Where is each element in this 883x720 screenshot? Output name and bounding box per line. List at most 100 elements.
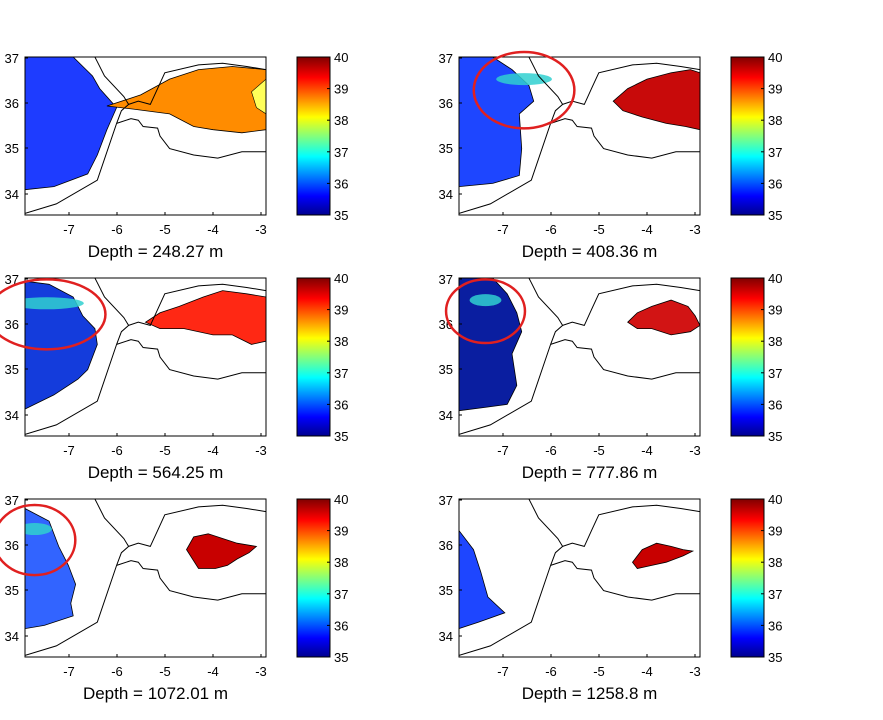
y-tick-label: 37 [5, 493, 19, 508]
x-tick-label: -6 [111, 222, 123, 237]
y-tick-label: 34 [5, 408, 19, 423]
coastline-west [459, 278, 564, 435]
x-tick-label: -5 [159, 222, 171, 237]
map-content [25, 57, 266, 214]
salinity-east-region [186, 533, 258, 569]
axes-frame [24, 498, 267, 658]
colorbar-tick-label: 37 [768, 145, 782, 160]
y-tick-label: 34 [5, 187, 19, 202]
colorbar-tick-label: 37 [768, 366, 782, 381]
y-tick-label: 36 [5, 538, 19, 553]
salinity-cyan-band [25, 297, 84, 310]
colorbar-tick-label: 36 [334, 397, 348, 412]
map-panel: -7 -6 -5 -4 -3 37 36 35 34 Depth = 1258.8 m 40 39 38… [439, 492, 783, 703]
x-tick-label: -3 [255, 443, 267, 458]
axes-frame [458, 277, 701, 437]
colorbar [730, 498, 765, 658]
colorbar-tick-label: 36 [334, 176, 348, 191]
colorbar-tick-label: 40 [768, 271, 782, 286]
y-tick-label: 35 [5, 583, 19, 598]
colorbar-tick-label: 38 [334, 113, 348, 128]
map-content [459, 278, 700, 435]
x-tick-label: -5 [593, 664, 605, 679]
y-tick-label: 35 [439, 362, 453, 377]
y-tick-label: 34 [439, 629, 453, 644]
y-tick-label: 36 [439, 96, 453, 111]
map-panel: -7 -6 -5 -4 -3 37 36 35 34 Depth = 248.27 m 40 39 38… [5, 50, 349, 261]
colorbar-tick-label: 35 [334, 208, 348, 223]
coastline-west [25, 499, 130, 656]
coastline-iberia [562, 504, 700, 547]
x-tick-label: -7 [497, 443, 509, 458]
colorbar-tick-label: 38 [768, 555, 782, 570]
axes-frame [458, 56, 701, 216]
colorbar-tick-label: 37 [334, 587, 348, 602]
colorbar-tick-label: 40 [334, 50, 348, 65]
panel-depth-title: Depth = 564.25 m [88, 463, 224, 482]
y-tick-label: 36 [5, 96, 19, 111]
map-content [25, 278, 266, 435]
y-tick-label: 35 [439, 141, 453, 156]
highlight-ellipse [472, 50, 576, 130]
colorbar [296, 498, 331, 658]
coastline-west [25, 278, 130, 435]
salinity-east-region [144, 290, 266, 345]
x-tick-label: -7 [63, 664, 75, 679]
y-tick-label: 34 [439, 187, 453, 202]
y-tick-label: 36 [5, 317, 19, 332]
coastline-west [459, 499, 564, 656]
x-tick-label: -6 [545, 222, 557, 237]
axes-frame [24, 56, 267, 216]
highlight-ellipse [444, 278, 527, 345]
colorbar-tick-label: 36 [768, 618, 782, 633]
y-tick-label: 36 [439, 317, 453, 332]
panel-depth-title: Depth = 408.36 m [522, 242, 658, 261]
map-panel: -7 -6 -5 -4 -3 37 36 35 34 Depth = 1072.01 m 40 39 3… [0, 492, 348, 703]
x-tick-label: -3 [689, 222, 701, 237]
y-tick-label: 37 [439, 272, 453, 287]
x-tick-label: -3 [689, 664, 701, 679]
colorbar-tick-label: 39 [334, 303, 348, 318]
map-content [25, 499, 266, 656]
y-tick-label: 35 [5, 141, 19, 156]
x-tick-label: -4 [207, 664, 219, 679]
coastline-africa [550, 560, 700, 601]
x-tick-label: -5 [159, 664, 171, 679]
salinity-east-region [627, 299, 700, 336]
coastline-africa [550, 339, 700, 380]
salinity-west-region [459, 278, 523, 412]
colorbar-tick-label: 38 [768, 113, 782, 128]
x-tick-label: -4 [641, 222, 653, 237]
colorbar-tick-label: 37 [334, 145, 348, 160]
salinity-east-accent [251, 78, 266, 115]
colorbar [730, 56, 765, 216]
x-tick-label: -7 [497, 664, 509, 679]
colorbar-tick-label: 37 [334, 366, 348, 381]
x-tick-label: -4 [641, 664, 653, 679]
colorbar-tick-label: 40 [768, 50, 782, 65]
salinity-west-region [25, 57, 118, 191]
colorbar-tick-label: 39 [768, 524, 782, 539]
colorbar-tick-label: 39 [768, 303, 782, 318]
y-tick-label: 37 [439, 493, 453, 508]
salinity-west-region [25, 280, 98, 410]
x-tick-label: -4 [207, 222, 219, 237]
salinity-east-region [106, 66, 266, 134]
colorbar-tick-label: 36 [768, 176, 782, 191]
x-tick-label: -6 [111, 443, 123, 458]
map-panel: -7 -6 -5 -4 -3 37 36 35 34 Depth = 408.36 m 40 39 38… [439, 50, 783, 261]
colorbar-tick-label: 40 [334, 271, 348, 286]
y-tick-label: 35 [439, 583, 453, 598]
y-tick-label: 37 [5, 272, 19, 287]
axes-frame [24, 277, 267, 437]
panel-depth-title: Depth = 1258.8 m [522, 684, 658, 703]
coastline-africa [116, 339, 266, 380]
x-tick-label: -3 [255, 222, 267, 237]
panel-depth-title: Depth = 1072.01 m [83, 684, 228, 703]
map-content [459, 499, 700, 656]
colorbar-tick-label: 35 [768, 650, 782, 665]
salinity-west-region [25, 508, 77, 630]
y-tick-label: 34 [5, 629, 19, 644]
x-tick-label: -7 [497, 222, 509, 237]
x-tick-label: -6 [111, 664, 123, 679]
